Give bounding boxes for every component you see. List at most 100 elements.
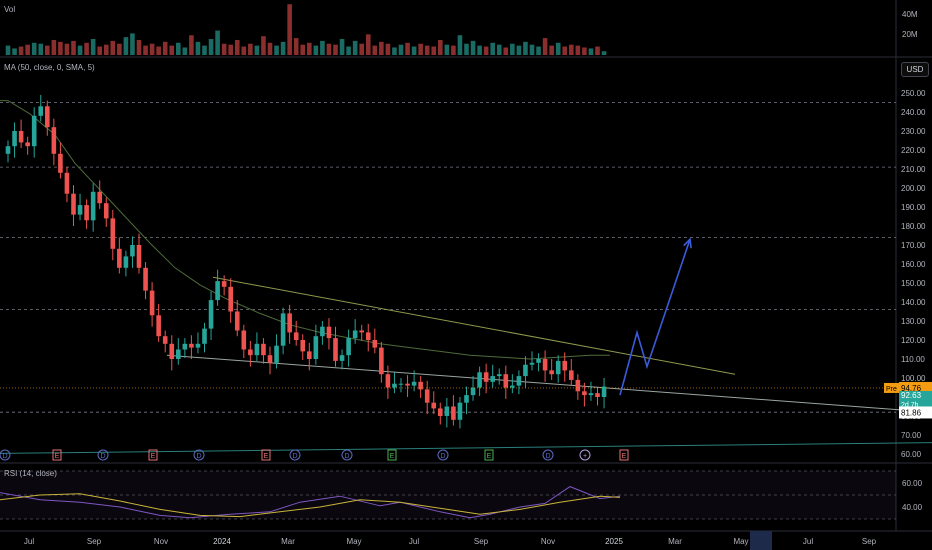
time-axis-label: 2024 bbox=[213, 537, 231, 546]
event-marker-label: E bbox=[264, 453, 269, 460]
volume-bar bbox=[208, 39, 214, 55]
candle bbox=[516, 376, 522, 386]
event-marker-label: D bbox=[196, 453, 201, 460]
volume-bar bbox=[523, 41, 528, 55]
candle bbox=[84, 205, 89, 221]
volume-bar bbox=[274, 45, 279, 55]
volume-bar bbox=[601, 51, 607, 55]
volume-bar bbox=[77, 45, 83, 55]
volume-bar bbox=[25, 44, 30, 55]
volume-bar bbox=[300, 44, 306, 55]
dividend-marker bbox=[193, 449, 205, 461]
volume-bar bbox=[38, 43, 44, 55]
volume-bar bbox=[149, 43, 155, 55]
candle bbox=[143, 267, 148, 291]
price-axis-label: 250.00 bbox=[901, 89, 926, 98]
volume-bar bbox=[405, 42, 410, 55]
volume-bar bbox=[156, 46, 161, 55]
candle bbox=[176, 349, 181, 359]
volume-bar bbox=[12, 48, 17, 55]
candle bbox=[162, 336, 168, 344]
projection-arrow bbox=[619, 239, 691, 396]
volume-bar bbox=[359, 43, 364, 55]
volume-bar bbox=[411, 46, 417, 55]
volume-bar bbox=[18, 46, 24, 55]
volume-bar bbox=[549, 45, 554, 55]
candle bbox=[293, 332, 299, 340]
volume-bar bbox=[516, 45, 522, 55]
candle bbox=[510, 385, 515, 388]
candle bbox=[254, 343, 260, 356]
level-price-value: 81.86 bbox=[901, 408, 922, 417]
time-axis-label: Mar bbox=[281, 537, 295, 546]
time-axis-label: 2025 bbox=[605, 537, 623, 546]
candle bbox=[267, 355, 273, 363]
dividend-marker bbox=[437, 449, 449, 461]
candle bbox=[97, 191, 102, 204]
volume-bar bbox=[470, 40, 476, 55]
volume-bar bbox=[143, 45, 148, 55]
price-axis-label: 130.00 bbox=[901, 317, 926, 326]
candle bbox=[490, 376, 495, 382]
time-axis-label: Nov bbox=[154, 537, 168, 546]
volume-bar bbox=[110, 40, 116, 55]
candle bbox=[215, 281, 220, 301]
volume-bar bbox=[372, 45, 378, 55]
candle bbox=[457, 402, 463, 420]
candle bbox=[536, 359, 541, 363]
time-axis-label: Jul bbox=[24, 537, 34, 546]
volume-bar bbox=[117, 43, 122, 55]
volume-bar bbox=[254, 45, 260, 55]
volume-bar bbox=[5, 45, 11, 55]
volume-bar bbox=[444, 44, 450, 55]
event-marker-label: D bbox=[292, 453, 297, 460]
earnings-marker bbox=[484, 449, 494, 461]
price-axis-label: 240.00 bbox=[901, 108, 926, 117]
bar-countdown: 2d 7h bbox=[901, 402, 919, 409]
candle bbox=[418, 381, 423, 390]
rsi-line bbox=[0, 486, 621, 519]
volume-bar bbox=[90, 39, 96, 55]
volume-bar bbox=[136, 39, 142, 55]
candle bbox=[569, 370, 574, 380]
long-trendline bbox=[0, 442, 932, 454]
candle bbox=[241, 330, 247, 350]
candle bbox=[195, 343, 201, 348]
volume-bar bbox=[595, 46, 600, 55]
candle bbox=[326, 326, 332, 339]
volume-bar bbox=[64, 43, 70, 55]
volume-bar bbox=[365, 34, 371, 55]
volume-bar bbox=[31, 42, 37, 55]
currency-badge[interactable]: USD bbox=[901, 62, 929, 77]
dividend-marker bbox=[542, 449, 554, 461]
candle bbox=[542, 359, 548, 371]
last-price-tag bbox=[899, 391, 932, 411]
price-axis-label: 200.00 bbox=[901, 184, 926, 193]
candle bbox=[136, 245, 142, 268]
candle bbox=[595, 393, 600, 397]
add-event-marker bbox=[579, 449, 591, 461]
earnings-marker bbox=[619, 449, 629, 461]
time-axis-label: Mar bbox=[668, 537, 682, 546]
candle bbox=[444, 406, 450, 416]
dividend-marker bbox=[0, 449, 11, 461]
candle bbox=[274, 345, 279, 363]
volume-bar bbox=[529, 44, 535, 55]
volume-bar bbox=[424, 45, 430, 55]
price-pane-title: MA (50, close, 0, SMA, 5) bbox=[4, 63, 95, 72]
candle bbox=[103, 203, 109, 219]
time-axis-label: May bbox=[733, 537, 748, 546]
candle bbox=[359, 330, 364, 333]
volume-bar bbox=[542, 38, 548, 55]
volume-bar bbox=[313, 45, 319, 55]
candle bbox=[523, 364, 528, 377]
price-axis-label: 100.00 bbox=[901, 374, 926, 383]
candle bbox=[365, 332, 371, 340]
candle bbox=[202, 328, 207, 344]
candle bbox=[12, 131, 17, 147]
volume-bar bbox=[555, 42, 561, 55]
projection-arrowhead bbox=[683, 237, 692, 249]
volume-bar bbox=[202, 45, 207, 55]
volume-bar bbox=[457, 35, 463, 55]
